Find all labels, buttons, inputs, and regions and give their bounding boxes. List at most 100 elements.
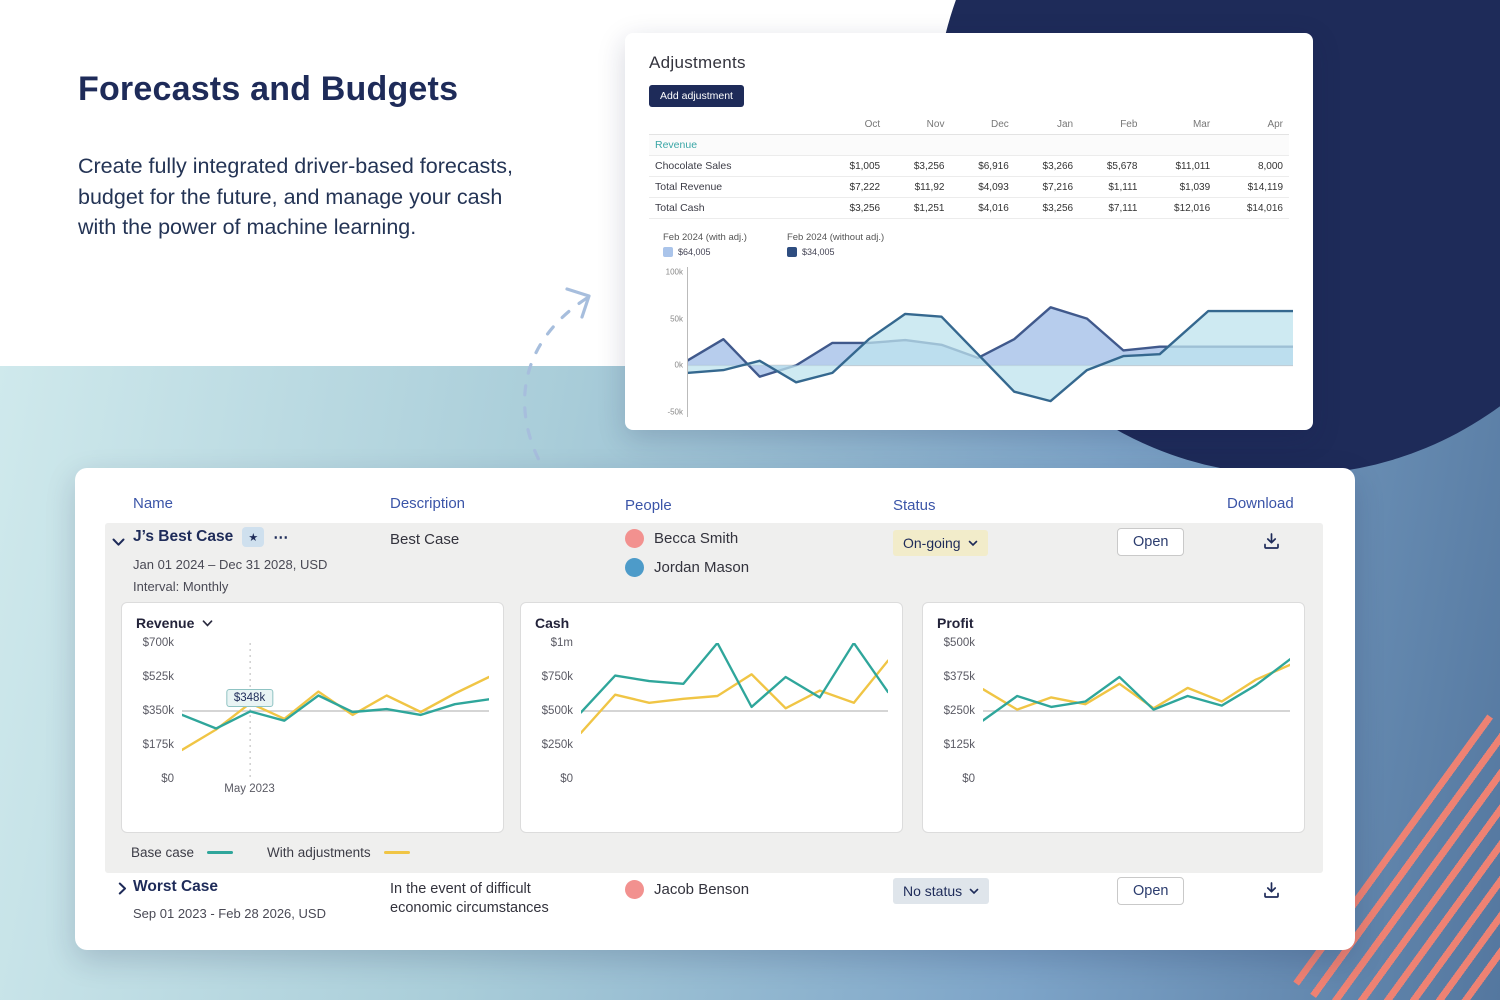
- cell: $1,039: [1143, 176, 1217, 198]
- y-axis-tick: $750k: [541, 671, 573, 683]
- status-dropdown[interactable]: On-going: [893, 530, 988, 556]
- y-axis-tick: $250k: [541, 739, 573, 751]
- legend-base-case: Base case: [131, 845, 234, 860]
- cell: $11,92: [886, 176, 951, 198]
- chevron-down-icon: [968, 540, 977, 546]
- open-button[interactable]: Open: [1117, 877, 1185, 905]
- download-icon[interactable]: [1260, 879, 1283, 904]
- open-button[interactable]: Open: [1117, 528, 1185, 556]
- chart-title: Cash: [535, 615, 570, 631]
- row-label: Total Cash: [649, 197, 822, 219]
- cell: $3,256: [1014, 197, 1080, 219]
- avatar: [625, 558, 644, 577]
- chart-tooltip: $348k: [225, 689, 274, 708]
- y-axis-tick: $525k: [142, 671, 174, 683]
- row-label: Chocolate Sales: [649, 155, 822, 177]
- cash-line-chart: [581, 643, 888, 779]
- column-header: Mar: [1143, 115, 1217, 135]
- status-dropdown[interactable]: No status: [893, 878, 990, 904]
- cell: $6,916: [950, 155, 1015, 177]
- download-icon[interactable]: [1260, 530, 1283, 555]
- adjustments-table: Oct Nov Dec Jan Feb Mar Apr Revenue Choc…: [649, 115, 1289, 219]
- y-axis-ticks: $500k $375k $250k $125k $0: [937, 637, 983, 785]
- legend-swatch: [663, 247, 673, 257]
- y-axis-tick: $175k: [142, 739, 174, 751]
- status-label: No status: [903, 883, 963, 899]
- chevron-down-icon: [969, 888, 979, 894]
- forecast-date-range: Jan 01 2024 – Dec 31 2028, USD: [133, 557, 328, 572]
- cell: $7,216: [1014, 176, 1080, 198]
- cell: $1,251: [886, 197, 951, 219]
- column-header-people: People: [625, 497, 672, 514]
- column-header-status: Status: [893, 497, 936, 514]
- forecast-name[interactable]: J’s Best Case: [133, 528, 234, 545]
- dashed-arrow: [523, 287, 591, 480]
- y-axis-tick: -50k: [667, 407, 683, 417]
- empty-cell: [821, 134, 1289, 156]
- person-name: Jordan Mason: [654, 559, 750, 576]
- column-header: Apr: [1216, 115, 1289, 135]
- collapse-row-chevron-down-icon[interactable]: [112, 534, 125, 552]
- column-header-name: Name: [133, 495, 174, 512]
- y-axis-tick: $125k: [943, 739, 975, 751]
- y-axis-tick: $700k: [142, 637, 174, 649]
- adjustments-panel: Adjustments Add adjustment Oct Nov Dec J…: [625, 33, 1313, 430]
- favorite-star-icon[interactable]: ★: [242, 527, 265, 547]
- revenue-line-chart: $348k: [182, 643, 489, 779]
- person-name: Jacob Benson: [654, 881, 750, 898]
- expand-row-chevron-right-icon[interactable]: [118, 882, 127, 900]
- person-row: Jacob Benson: [625, 880, 749, 899]
- person-row: Becca Smith: [625, 529, 749, 548]
- table-row: Total Revenue $7,222 $11,92 $4,093 $7,21…: [649, 176, 1289, 198]
- person-row: Jordan Mason: [625, 558, 749, 577]
- legend-without-adj: Feb 2024 (without adj.) $34,005: [786, 232, 884, 257]
- y-axis-tick: $500k: [541, 705, 573, 717]
- cell: $5,678: [1079, 155, 1144, 177]
- x-axis-label: May 2023: [224, 783, 275, 795]
- hero-section: Forecasts and Budgets Create fully integ…: [78, 70, 558, 243]
- chevron-down-icon[interactable]: [202, 619, 213, 627]
- cell: $3,256: [821, 197, 887, 219]
- y-axis-tick: $500k: [943, 637, 975, 649]
- legend-value: $34,005: [801, 247, 835, 257]
- y-axis-tick: $0: [962, 773, 975, 785]
- cell: $1,005: [821, 155, 887, 177]
- y-axis-tick: $0: [161, 773, 174, 785]
- cash-chart-card: Cash $1m $750k $500k $250k $0: [520, 602, 903, 833]
- cell: $14,119: [1216, 176, 1289, 198]
- chart-title: Profit: [937, 615, 974, 631]
- table-row: Total Cash $3,256 $1,251 $4,016 $3,256 $…: [649, 197, 1289, 219]
- add-adjustment-button[interactable]: Add adjustment: [649, 85, 744, 107]
- avatar: [625, 529, 644, 548]
- forecast-name[interactable]: Worst Case: [133, 878, 218, 895]
- y-axis-tick: 0k: [674, 360, 683, 370]
- legend-line-swatch: [383, 850, 410, 855]
- cell: $4,016: [950, 197, 1015, 219]
- y-axis-tick: $350k: [142, 705, 174, 717]
- hero-description: Create fully integrated driver-based for…: [78, 154, 513, 240]
- profit-chart-card: Profit $500k $375k $250k $125k $0: [922, 602, 1305, 833]
- forecast-description: In the event of difficult economic circu…: [390, 881, 549, 917]
- column-header: Nov: [886, 115, 951, 135]
- legend-label: Base case: [131, 845, 195, 860]
- column-header: Jan: [1014, 115, 1080, 135]
- more-options-icon[interactable]: ⋯: [273, 529, 290, 546]
- cell: $14,016: [1216, 197, 1289, 219]
- legend-line-swatch: [207, 850, 234, 855]
- legend-label: Feb 2024 (with adj.): [663, 232, 747, 243]
- y-axis-tick: $1m: [550, 637, 573, 649]
- adjustments-chart-area: 100k 50k 0k -50k: [657, 267, 1293, 417]
- table-row: Chocolate Sales $1,005 $3,256 $6,916 $3,…: [649, 155, 1289, 177]
- revenue-chart-card: Revenue $700k $525k $350k $175k $0 $348k…: [121, 602, 504, 833]
- y-axis-tick: 50k: [670, 314, 683, 324]
- empty-header-cell: [649, 115, 822, 135]
- legend-with-adjustments: With adjustments: [267, 845, 410, 860]
- legend-label: With adjustments: [267, 845, 371, 860]
- profit-line-chart: [983, 643, 1290, 779]
- table-section-row: Revenue: [649, 134, 1289, 156]
- status-label: On-going: [903, 535, 961, 551]
- chart-title: Revenue: [136, 615, 195, 631]
- adjustments-chart-legend: Feb 2024 (with adj.) $64,005 Feb 2024 (w…: [663, 232, 1289, 257]
- cell: $3,266: [1014, 155, 1080, 177]
